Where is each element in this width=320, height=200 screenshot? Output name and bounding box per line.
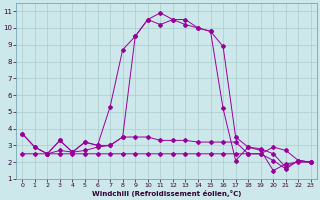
- X-axis label: Windchill (Refroidissement éolien,°C): Windchill (Refroidissement éolien,°C): [92, 190, 241, 197]
